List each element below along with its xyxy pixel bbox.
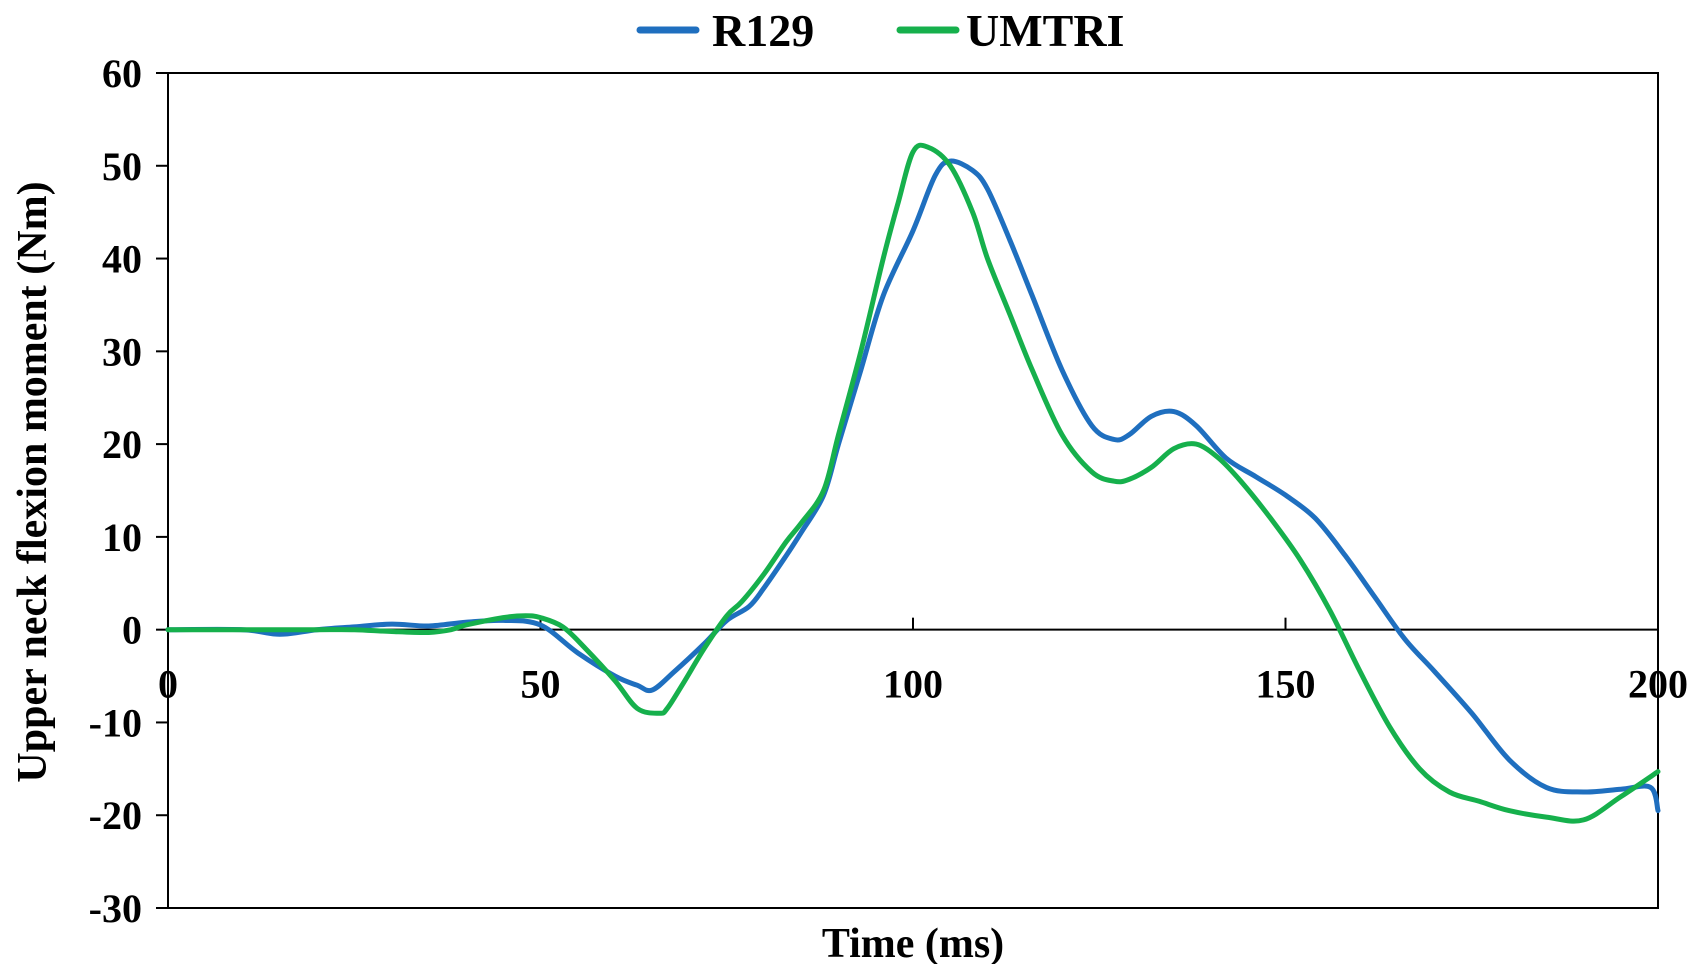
y-tick-label: -10 — [89, 700, 142, 745]
legend-item-umtri: UMTRI — [896, 5, 1124, 56]
y-tick-label: 10 — [102, 515, 142, 560]
y-tick-label: 0 — [122, 608, 142, 653]
x-tick-label: 50 — [521, 662, 561, 707]
x-tick-label: 150 — [1256, 662, 1316, 707]
y-axis-ticks: 60 50 40 30 20 10 0 -10 -20 -30 — [89, 51, 168, 931]
y-tick-label: 60 — [102, 51, 142, 96]
y-tick-label: -20 — [89, 793, 142, 838]
plot-area-frame — [167, 72, 1659, 909]
y-tick-label: 30 — [102, 329, 142, 374]
x-tick-label: 200 — [1628, 662, 1688, 707]
legend-item-r129: R129 — [636, 5, 814, 56]
x-axis-title: Time (ms) — [822, 921, 1004, 964]
y-tick-label: 50 — [102, 144, 142, 189]
legend-label-umtri: UMTRI — [966, 5, 1124, 56]
legend: R129 UMTRI — [636, 5, 1124, 56]
legend-label-r129: R129 — [712, 5, 814, 56]
y-tick-label: 40 — [102, 237, 142, 282]
x-axis-ticks: 0 50 100 150 200 — [158, 617, 1688, 707]
series-line-r129 — [165, 158, 1661, 814]
y-axis-title: Upper neck flexion moment (Nm) — [10, 181, 56, 782]
y-tick-label: -30 — [89, 886, 142, 931]
x-tick-label: 100 — [883, 662, 943, 707]
y-tick-label: 20 — [102, 422, 142, 467]
x-tick-label: 0 — [158, 662, 178, 707]
series-line-umtri — [165, 142, 1661, 824]
series-layer — [165, 142, 1661, 824]
